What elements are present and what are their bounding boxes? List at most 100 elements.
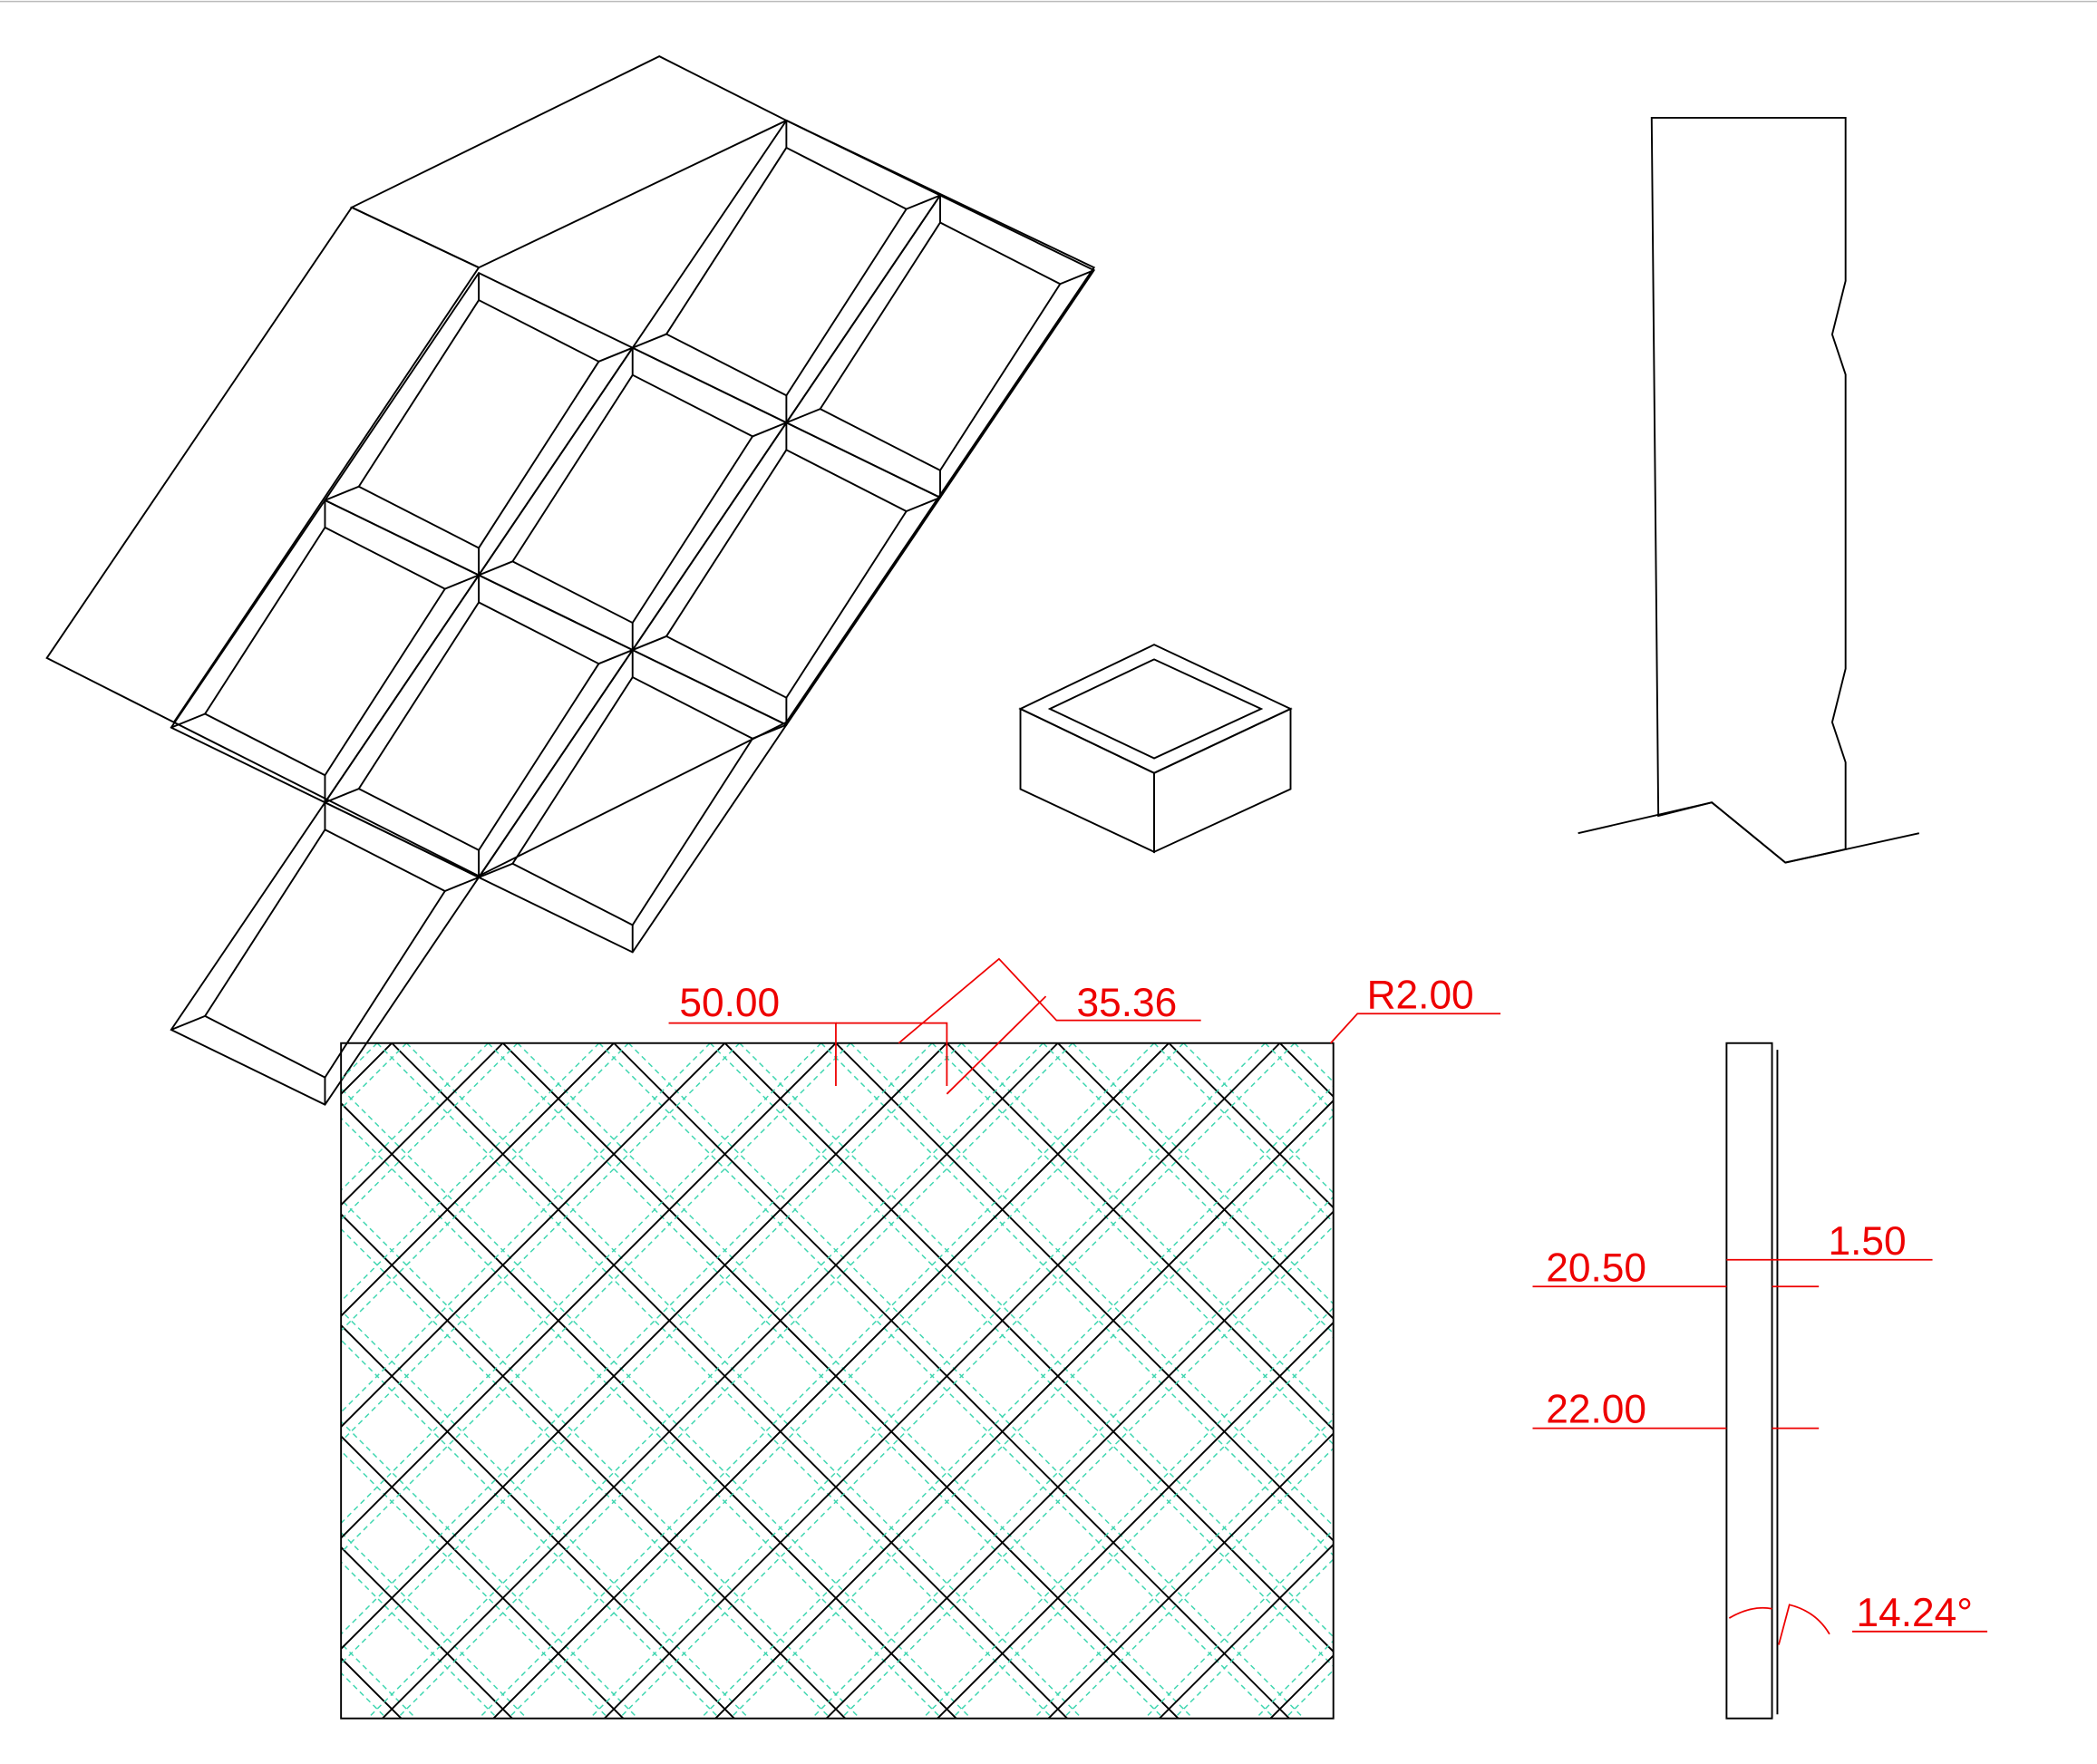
rib — [936, 1321, 1334, 1719]
rib-edge — [1405, 1043, 2097, 1764]
rib — [391, 1042, 1069, 1719]
bevel — [1059, 269, 1095, 286]
rib-edge — [341, 1643, 417, 1719]
rib-edge — [2072, 1043, 2097, 1764]
rib-edge — [1043, 1042, 1334, 1334]
rib — [341, 1213, 847, 1719]
rib-edge — [1255, 1640, 1334, 1719]
rib — [1057, 1042, 1334, 1320]
cell-floor — [665, 146, 908, 397]
rib — [825, 1210, 1334, 1719]
dim-text: 20.50 — [1546, 1245, 1646, 1290]
rib-edge — [739, 1042, 1334, 1638]
rib-edge — [1627, 1043, 2097, 1764]
cell — [631, 119, 942, 424]
dim-text: 35.36 — [1076, 981, 1177, 1025]
cell-floor — [357, 298, 600, 549]
side-view — [1725, 1042, 1779, 1720]
rib-edge — [341, 1531, 529, 1719]
bevel — [444, 574, 480, 590]
rib — [835, 1042, 1334, 1542]
bevel — [170, 1014, 206, 1031]
rib-edge — [341, 1309, 751, 1719]
rib-edge — [341, 1198, 861, 1719]
rib — [1391, 1043, 2097, 1764]
rib-edge — [341, 1561, 499, 1719]
cell — [324, 271, 635, 577]
rib — [1047, 1432, 1334, 1719]
rib-edge — [709, 1042, 1334, 1668]
rib-edge — [951, 1336, 1334, 1719]
bevel — [906, 497, 941, 512]
rib-edge — [487, 1042, 1165, 1719]
rib-edge — [341, 1420, 639, 1719]
rib — [0, 1043, 59, 1764]
rib-edge — [1153, 1042, 1334, 1224]
rib — [341, 1042, 393, 1096]
section-view — [1578, 117, 1920, 864]
rib-edge — [341, 1042, 851, 1554]
bevel — [598, 649, 634, 665]
rib-edge — [729, 1114, 1334, 1719]
rib-edge — [507, 1042, 1185, 1719]
cell-floor — [203, 828, 447, 1079]
bevel — [632, 635, 667, 651]
rib-edge — [341, 1042, 822, 1525]
rib-edge — [341, 1117, 943, 1719]
rib-edge — [341, 1449, 610, 1719]
rib-edge — [1739, 1043, 2097, 1764]
rib-edge — [961, 1042, 1334, 1416]
rib-edge — [341, 1339, 721, 1719]
rib-edge — [1269, 1043, 2072, 1764]
cell — [477, 346, 788, 652]
rib — [723, 1042, 1334, 1653]
bevel — [786, 408, 821, 424]
rib-edge — [0, 1043, 267, 1764]
bevel — [478, 560, 513, 577]
dim-text: R2.00 — [1367, 973, 1474, 1017]
rib — [341, 1042, 504, 1207]
cell-floor — [819, 221, 1062, 472]
rib — [714, 1099, 1334, 1719]
plate-view — [0, 1042, 2097, 1764]
rib — [946, 1042, 1334, 1431]
cell — [170, 801, 481, 1106]
rib-edge — [811, 1196, 1334, 1719]
block-view — [1018, 644, 1293, 854]
rib — [603, 1042, 1281, 1719]
rib — [341, 1042, 615, 1318]
rib-edge — [0, 1043, 210, 1764]
rib-edge — [396, 1042, 1073, 1719]
rib-edge — [478, 1042, 1155, 1719]
cell — [170, 499, 481, 804]
rib-edge — [1820, 1043, 2097, 1764]
rib — [613, 1042, 1291, 1719]
dimensions: 50.00 35.36 R2.00 20.50 1.50 22.00 14.24… — [668, 957, 1988, 1645]
hatched-face — [45, 206, 481, 723]
rib-edge — [1294, 1042, 1334, 1083]
rib-edge — [1173, 1558, 1334, 1719]
dim-text: 22.00 — [1546, 1388, 1646, 1432]
rib-edge — [341, 1042, 489, 1192]
rib-edge — [0, 1043, 292, 1764]
rib — [1269, 1654, 1334, 1719]
dim-text: 50.00 — [679, 981, 780, 1025]
rib-edge — [341, 1042, 407, 1110]
rib-edge — [366, 1042, 1044, 1719]
rib-edge — [598, 1042, 1276, 1719]
rib-edge — [341, 1672, 388, 1719]
rib-edge — [341, 1042, 741, 1443]
rib — [1946, 1043, 2097, 1764]
rib — [341, 1042, 837, 1539]
rib-edge — [0, 1043, 99, 1764]
rib — [0, 1043, 195, 1764]
rib-edge — [1284, 1669, 1334, 1719]
rib — [0, 1043, 170, 1764]
rib-edge — [341, 1227, 832, 1719]
rib-edge — [849, 1042, 1334, 1527]
bevel — [752, 422, 787, 438]
rib-edge — [1033, 1418, 1334, 1719]
rib-edge — [1143, 1528, 1334, 1719]
bevel — [325, 485, 360, 501]
